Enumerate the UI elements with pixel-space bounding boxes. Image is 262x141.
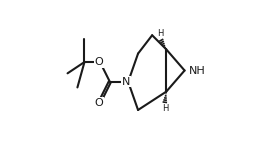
Text: H: H bbox=[157, 29, 163, 38]
Text: NH: NH bbox=[189, 66, 206, 75]
Text: O: O bbox=[94, 98, 103, 108]
Text: H: H bbox=[162, 104, 169, 113]
Text: N: N bbox=[122, 77, 130, 87]
Text: O: O bbox=[94, 57, 103, 67]
